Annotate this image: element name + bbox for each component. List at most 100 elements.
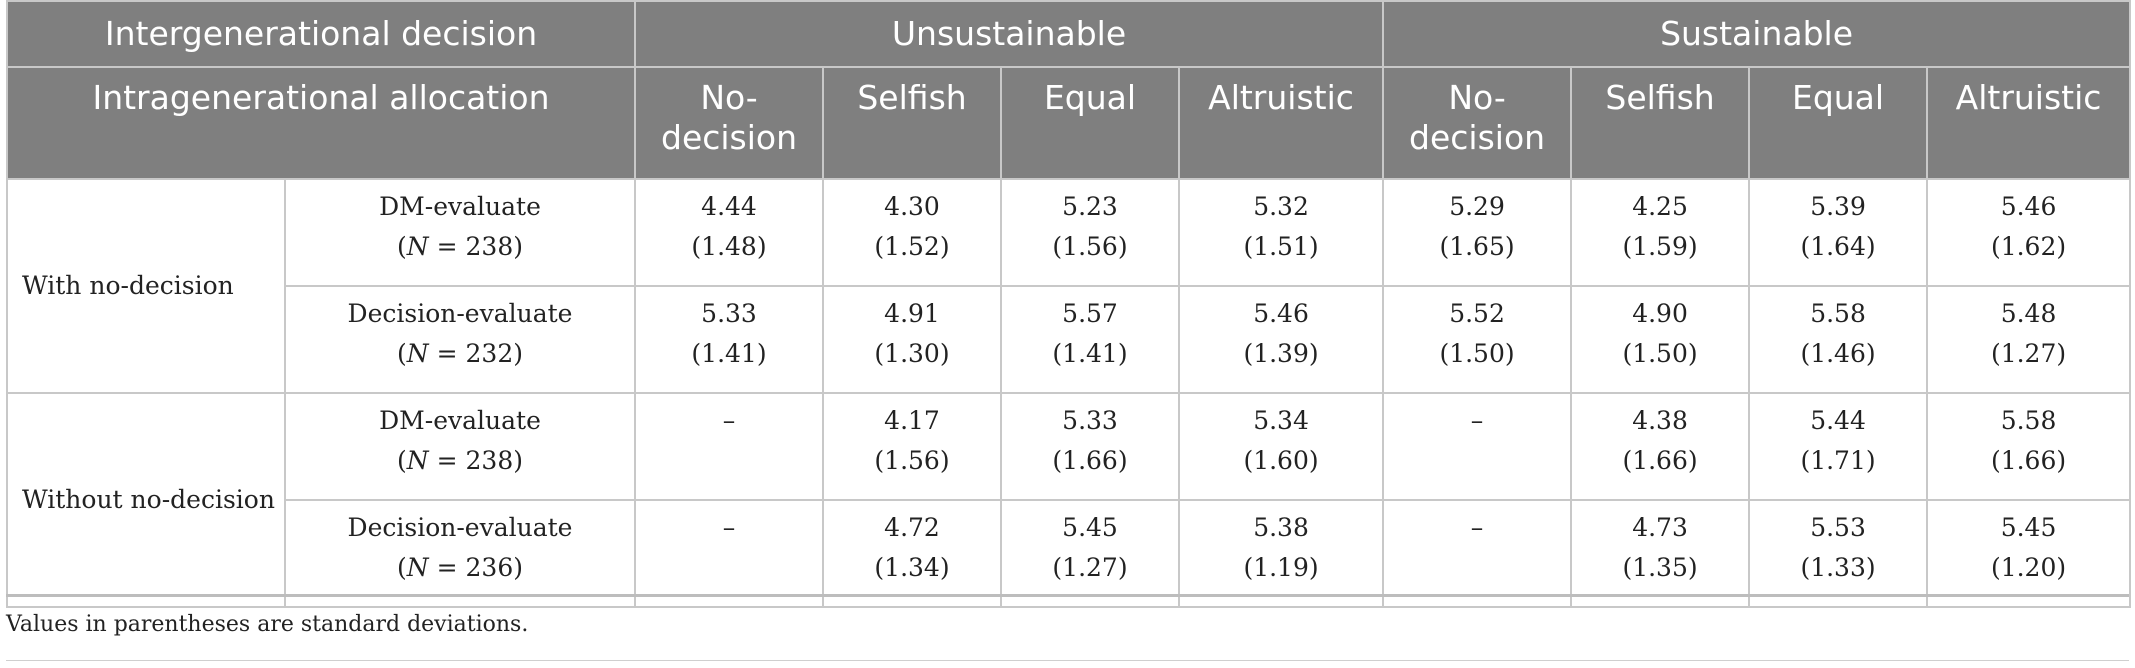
- row-group-label: Without no-decision: [6, 392, 286, 608]
- mean-value: 5.23: [1062, 192, 1118, 221]
- intergenerational-header: Intergenerational decision: [5, 0, 637, 68]
- mean-value: 4.30: [884, 192, 940, 221]
- mean-value: 5.46: [2000, 192, 2057, 221]
- sd-value: (1.27): [1052, 553, 1128, 582]
- condition-label: DM-evaluate: [379, 192, 541, 221]
- mean-value: 5.46: [1253, 299, 1309, 328]
- data-cell: 5.58 (1.66): [1926, 392, 2132, 501]
- column-header: Altruistic: [1178, 66, 1385, 180]
- data-cell: 5.44 (1.71): [1748, 392, 1929, 501]
- sd-value: (1.66): [1052, 446, 1128, 475]
- header-row-intergenerational: Intergenerational decision Unsustainable…: [5, 0, 2132, 68]
- sd-value: (1.41): [691, 339, 767, 368]
- sd-value: (1.59): [1622, 232, 1698, 261]
- sd-value: (1.27): [1990, 339, 2067, 368]
- data-cell: –: [1382, 392, 1573, 501]
- mean-value: 4.72: [884, 513, 940, 542]
- column-header-line: decision: [661, 118, 798, 157]
- data-cell: 5.33 (1.41): [634, 285, 825, 394]
- data-cell: 4.38 (1.66): [1570, 392, 1751, 501]
- sd-value: (1.56): [1052, 232, 1128, 261]
- sd-value: (1.46): [1800, 339, 1876, 368]
- condition-cell: Decision-evaluate (N = 236): [283, 499, 637, 608]
- condition-cell: DM-evaluate (N = 238): [283, 178, 637, 287]
- table-row: Decision-evaluate (N = 232) 5.33 (1.41) 4.91…: [7, 285, 2132, 394]
- sample-size: (N = 238): [397, 232, 523, 261]
- data-cell: –: [634, 499, 825, 608]
- data-cell: 5.46 (1.62): [1926, 178, 2132, 287]
- data-cell: 4.72 (1.34): [822, 499, 1003, 608]
- mean-value: –: [722, 513, 736, 542]
- condition-cell: Decision-evaluate (N = 232): [283, 285, 637, 394]
- mean-value: 5.57: [1062, 299, 1118, 328]
- sd-value: (1.52): [874, 232, 950, 261]
- sd-value: (1.39): [1243, 339, 1319, 368]
- mean-value: 5.32: [1253, 192, 1309, 221]
- mean-value: 4.38: [1632, 406, 1688, 435]
- footnote-divider: [6, 660, 2129, 661]
- group-header-sustainable: Sustainable: [1382, 0, 2132, 68]
- column-header: Selfish: [1570, 66, 1751, 180]
- sd-value: (1.30): [874, 339, 950, 368]
- data-cell: 5.34 (1.60): [1178, 392, 1385, 501]
- data-cell: 4.30 (1.52): [822, 178, 1003, 287]
- table-bottom-border: [6, 594, 2129, 597]
- sample-size-symbol: N: [406, 232, 429, 261]
- data-cell: 4.25 (1.59): [1570, 178, 1751, 287]
- mean-value: 5.34: [1253, 406, 1309, 435]
- mean-value: 5.44: [1810, 406, 1866, 435]
- data-cell: 5.38 (1.19): [1178, 499, 1385, 608]
- mean-value: 4.91: [884, 299, 940, 328]
- data-cell: 5.48 (1.27): [1926, 285, 2132, 394]
- condition-cell: DM-evaluate (N = 238): [283, 392, 637, 501]
- data-cell: –: [634, 392, 825, 501]
- mean-value: 4.17: [884, 406, 940, 435]
- sample-size: (N = 232): [397, 339, 523, 368]
- table-container: Intergenerational decision Unsustainable…: [5, 0, 2132, 608]
- mean-value: 5.33: [701, 299, 757, 328]
- mean-value: 5.29: [1449, 192, 1505, 221]
- data-cell: 5.29 (1.65): [1382, 178, 1573, 287]
- table-body: With no-decision DM-evaluate (N = 238) 4.44…: [6, 178, 2132, 608]
- mean-value: 5.48: [2000, 299, 2057, 328]
- data-cell: 5.45 (1.20): [1926, 499, 2132, 608]
- mean-value: 4.73: [1632, 513, 1688, 542]
- data-cell: 5.52 (1.50): [1382, 285, 1573, 394]
- sd-value: (1.50): [1439, 339, 1515, 368]
- mean-value: 4.25: [1632, 192, 1688, 221]
- data-cell: 5.58 (1.46): [1748, 285, 1929, 394]
- data-cell: 5.39 (1.64): [1748, 178, 1929, 287]
- condition-label: Decision-evaluate: [347, 299, 573, 328]
- mean-value: 5.53: [1810, 513, 1866, 542]
- data-cell: 5.53 (1.33): [1748, 499, 1929, 608]
- group-header-unsustainable: Unsustainable: [634, 0, 1385, 68]
- column-header: Equal: [1748, 66, 1929, 180]
- condition-label: DM-evaluate: [379, 406, 541, 435]
- sd-value: (1.41): [1052, 339, 1128, 368]
- mean-value: 5.33: [1062, 406, 1118, 435]
- sample-size-value: = 238): [428, 232, 523, 261]
- data-cell: 5.46 (1.39): [1178, 285, 1385, 394]
- sample-size-value: = 238): [428, 446, 523, 475]
- sample-size-symbol: N: [406, 339, 429, 368]
- sample-size-value: = 236): [428, 553, 523, 582]
- sd-value: (1.34): [874, 553, 950, 582]
- sample-size-value: = 232): [428, 339, 523, 368]
- data-cell: 4.91 (1.30): [822, 285, 1003, 394]
- sd-value: (1.60): [1243, 446, 1319, 475]
- column-header-line: decision: [1409, 118, 1546, 157]
- mean-value: 5.52: [1449, 299, 1505, 328]
- row-group-label: With no-decision: [6, 178, 286, 394]
- data-cell: 4.90 (1.50): [1570, 285, 1751, 394]
- sd-value: (1.19): [1243, 553, 1319, 582]
- data-cell: 5.23 (1.56): [1000, 178, 1181, 287]
- sd-value: (1.33): [1800, 553, 1876, 582]
- header-row-intragenerational: Intragenerational allocation No-decision…: [5, 66, 2132, 180]
- mean-value: 5.58: [1810, 299, 1866, 328]
- mean-value: 5.58: [2000, 406, 2057, 435]
- sd-value: (1.35): [1622, 553, 1698, 582]
- sample-size: (N = 238): [397, 446, 523, 475]
- mean-value: 4.44: [701, 192, 757, 221]
- table-row: Without no-decision DM-evaluate (N = 238) –…: [6, 392, 2132, 608]
- sd-value: (1.20): [1990, 553, 2067, 582]
